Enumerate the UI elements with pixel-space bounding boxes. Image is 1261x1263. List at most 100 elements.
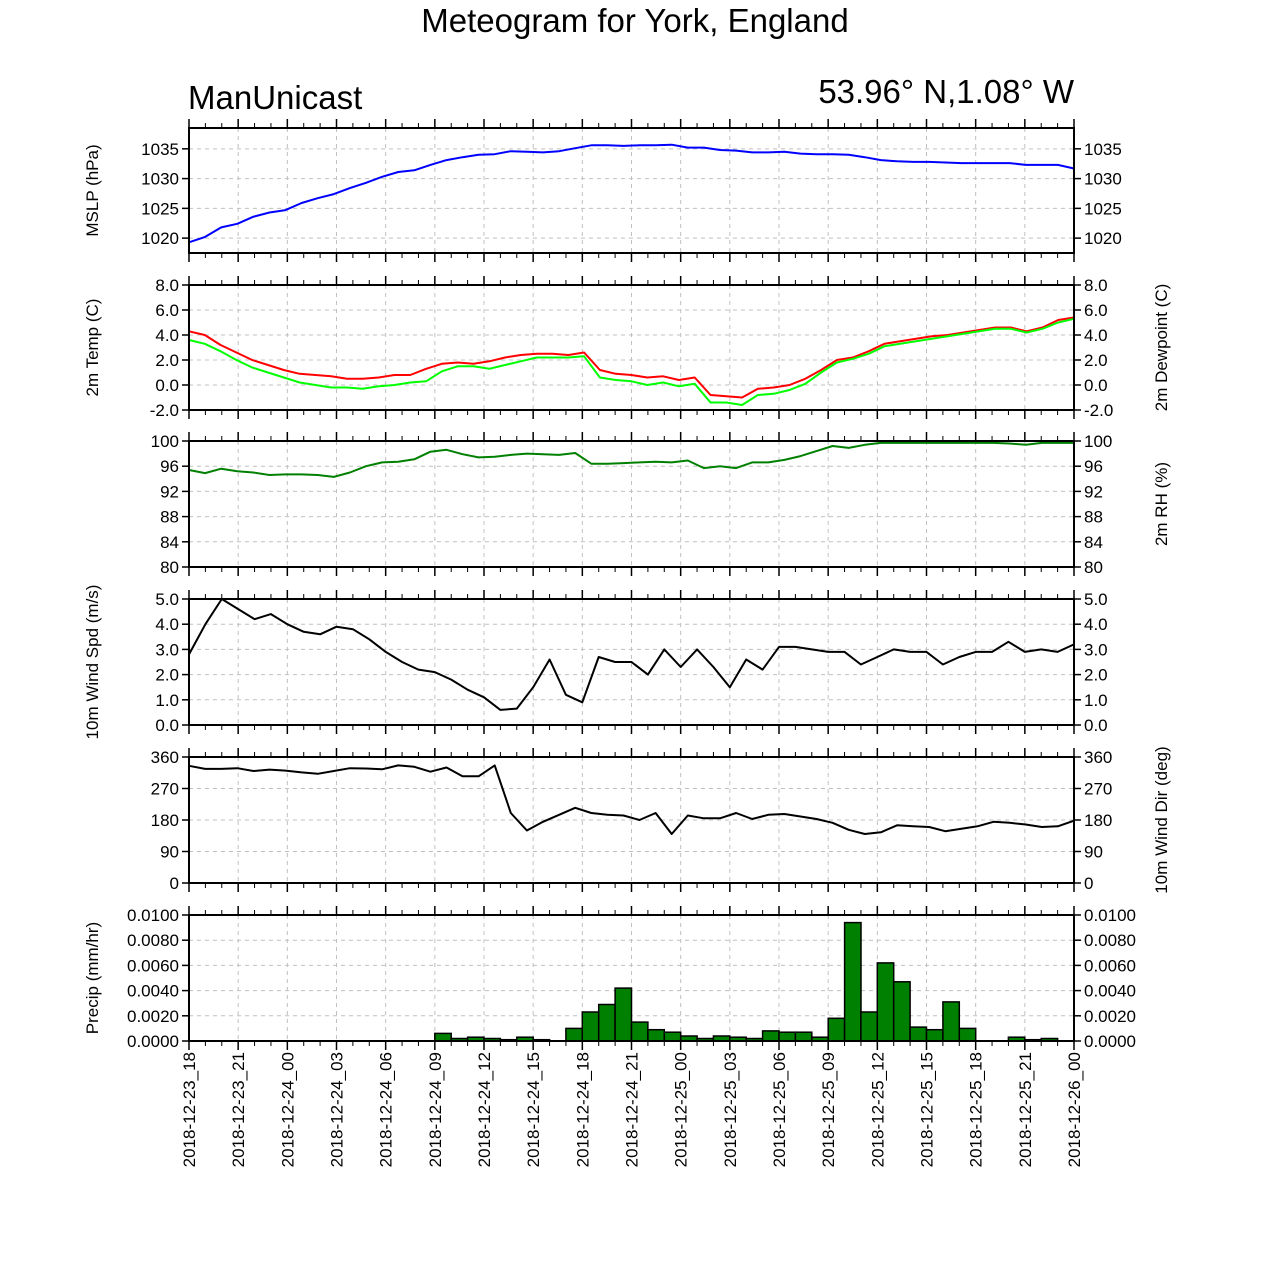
x-tick-label: 2018-12-23_18 [180,1052,199,1167]
y-tick-label-right: -2.0 [1084,401,1113,420]
y-tick-label-right: 2.0 [1084,351,1108,370]
precip-bar [925,1028,944,1042]
y-tick-label: 80 [160,558,179,577]
x-tick-label: 2018-12-26_00 [1065,1052,1084,1167]
y-tick-label: 8.0 [155,276,179,295]
y-tick-label: 0.0 [155,716,179,735]
y-tick-label-right: 1.0 [1084,691,1108,710]
y-tick-label: 88 [160,508,179,527]
y-tick-label: 4.0 [155,326,179,345]
y-tick-label: 90 [160,843,179,862]
y-tick-label: 0.0040 [127,982,179,1001]
y-axis-label-right: 2m Dewpoint (C) [1152,284,1171,412]
y-tick-label: 1.0 [155,691,179,710]
panel-frame [188,756,1075,884]
y-tick-label-right: 2.0 [1084,666,1108,685]
panels: 1020 1020 1025 1025 1030 1030 1035 1035 MSLP (hP… [83,119,1171,1051]
y-tick-label-right: 92 [1084,482,1103,501]
source-label: ManUnicast [188,79,362,116]
panel-rh: 80 80 84 84 88 88 92 92 96 96 100 100 2m RH (%) [151,432,1171,577]
y-tick-label: 0.0080 [127,931,179,950]
y-tick-label-right: 1025 [1084,199,1122,218]
y-axis-label: Precip (mm/hr) [83,922,102,1034]
precip-bar [909,1026,928,1042]
y-tick-label: 96 [160,457,179,476]
y-tick-label-right: 3.0 [1084,640,1108,659]
y-tick-label-right: 270 [1084,780,1112,799]
y-tick-label-right: 180 [1084,811,1112,830]
precip-bar [876,962,895,1042]
precip-bar [597,1003,616,1042]
y-tick-label: 1035 [141,140,179,159]
x-tick-label: 2018-12-24_09 [426,1052,445,1167]
y-tick-label: 2.0 [155,351,179,370]
temp-series-line [188,316,1075,399]
x-tick-label: 2018-12-23_21 [229,1052,248,1167]
y-tick-label: 180 [151,811,179,830]
y-tick-label: 0.0000 [127,1032,179,1051]
precip-bar [614,987,633,1042]
y-tick-label-right: 0.0 [1084,376,1108,395]
y-tick-label: 100 [151,432,179,451]
y-tick-label-right: 1030 [1084,170,1122,189]
panel-frame [188,598,1075,726]
x-tick-label: 2018-12-24_21 [623,1052,642,1167]
y-tick-label: -2.0 [150,401,179,420]
y-axis-label-right: 2m RH (%) [1152,462,1171,546]
y-tick-label: 2.0 [155,666,179,685]
y-tick-label-right: 0.0020 [1084,1007,1136,1026]
y-tick-label: 0.0020 [127,1007,179,1026]
wind-spd-series-line [188,598,1075,711]
panel-frame [188,914,1075,1042]
y-tick-label-right: 0.0060 [1084,956,1136,975]
x-tick-label: 2018-12-24_18 [573,1052,592,1167]
y-tick-label-right: 4.0 [1084,326,1108,345]
y-tick-label-right: 0 [1084,874,1093,893]
y-tick-label: 1020 [141,229,179,248]
y-tick-label-right: 0.0080 [1084,931,1136,950]
x-tick-label: 2018-12-25_06 [770,1052,789,1167]
x-tick-label: 2018-12-24_03 [328,1052,347,1167]
y-tick-label: 6.0 [155,301,179,320]
y-tick-label: 360 [151,748,179,767]
panel-wind-spd: 0.0 0.0 1.0 1.0 2.0 2.0 3.0 3.0 4.0 4.0 5.0 5.0 10m … [83,585,1108,740]
y-tick-label-right: 5.0 [1084,590,1108,609]
precip-bar [860,1011,879,1042]
panel-precip: 0.0000 0.0000 0.0020 0.0020 0.0040 0.0040 0.00… [83,906,1136,1051]
y-tick-label-right: 88 [1084,508,1103,527]
x-tick-label: 2018-12-24_15 [524,1052,543,1167]
y-tick-label-right: 80 [1084,558,1103,577]
x-tick-label: 2018-12-25_00 [672,1052,691,1167]
panel-frame [188,127,1075,254]
panel-mslp: 1020 1020 1025 1025 1030 1030 1035 1035 MSLP (hP… [83,119,1122,262]
y-tick-label: 0.0060 [127,956,179,975]
x-tick-label: 2018-12-25_18 [967,1052,986,1167]
y-tick-label: 92 [160,482,179,501]
y-tick-label-right: 6.0 [1084,301,1108,320]
y-tick-label: 84 [160,533,179,552]
precip-bar [565,1027,584,1042]
y-axis-label: MSLP (hPa) [83,144,102,236]
y-tick-label-right: 0.0100 [1084,906,1136,925]
precip-bar [892,981,911,1042]
y-tick-label: 270 [151,780,179,799]
y-tick-label-right: 1020 [1084,229,1122,248]
y-tick-label-right: 4.0 [1084,615,1108,634]
precip-bar [581,1011,600,1042]
precip-bar [942,1001,961,1042]
panel-frame [188,440,1075,568]
y-tick-label-right: 100 [1084,432,1112,451]
wind-dir-series-line [188,764,1075,835]
precip-bar [958,1027,977,1042]
y-tick-label-right: 84 [1084,533,1103,552]
y-tick-label-right: 1035 [1084,140,1122,159]
x-tick-label: 2018-12-24_00 [278,1052,297,1167]
y-axis-label: 2m Temp (C) [83,299,102,397]
x-tick-label: 2018-12-25_12 [868,1052,887,1167]
rh-series-line [188,441,1074,478]
chart-title: Meteogram for York, England [421,2,848,39]
location-label: 53.96° N,1.08° W [818,73,1075,110]
y-tick-label: 1025 [141,199,179,218]
x-axis-labels: 2018-12-23_18 2018-12-23_21 2018-12-24_00 2… [180,1052,1084,1167]
